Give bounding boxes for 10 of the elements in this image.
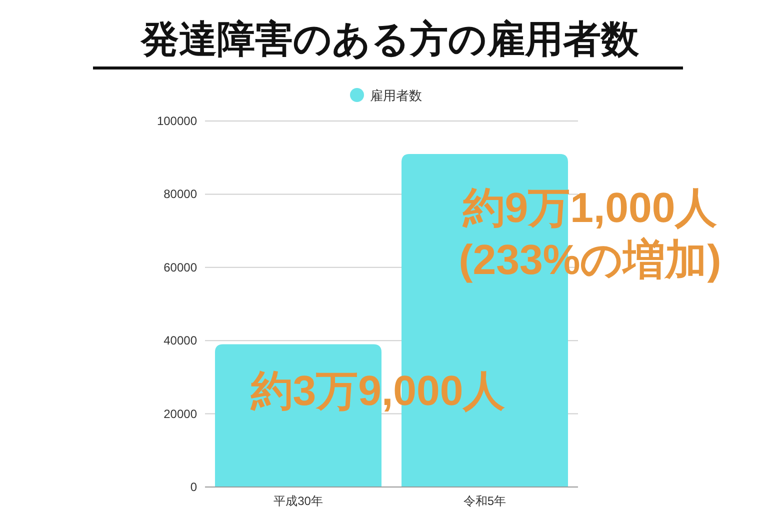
chart-title: 発達障害のある方の雇用者数 (140, 18, 640, 61)
y-tick-label: 40000 (164, 334, 198, 348)
x-tick-label: 令和5年 (463, 494, 506, 508)
y-tick-label: 0 (190, 480, 198, 494)
y-tick-label: 20000 (164, 406, 198, 421)
legend-label: 雇用者数 (370, 88, 422, 103)
x-tick-label: 平成30年 (274, 494, 323, 508)
y-tick-label: 80000 (164, 187, 198, 202)
y-tick-label: 100000 (156, 114, 198, 128)
y-tick-label: 60000 (164, 260, 198, 274)
